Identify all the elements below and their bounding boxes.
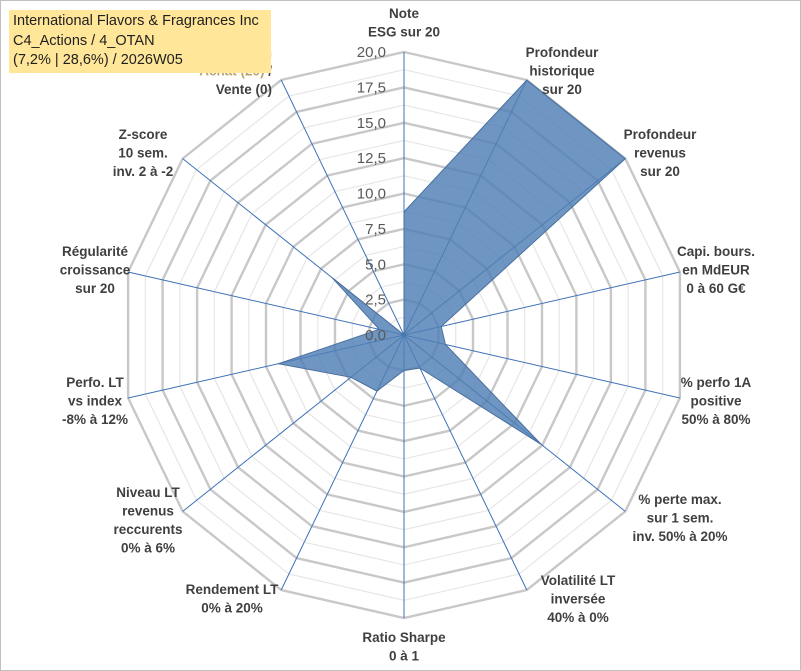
axis-label: Z-score 10 sem. inv. 2 à -2 bbox=[113, 127, 174, 179]
radar-spoke bbox=[127, 271, 405, 336]
tick-label: 2,5 bbox=[365, 292, 386, 309]
tick-label: 0,0 bbox=[365, 327, 386, 344]
classification: C4_Actions / 4_OTAN bbox=[13, 32, 155, 49]
axis-label: Profondeur revenus sur 20 bbox=[624, 127, 697, 179]
tick-label: 5,0 bbox=[365, 256, 386, 273]
axis-label: Volatilité LT inversée 40% à 0% bbox=[541, 573, 616, 625]
axis-label: Profondeur historique sur 20 bbox=[526, 45, 599, 97]
tick-label: 10,0 bbox=[357, 186, 386, 203]
company-name: International Flavors & Fragrances Inc bbox=[13, 13, 259, 29]
stats-line: (7,2% | 28,6%) / 2026W05 bbox=[13, 52, 183, 68]
axis-label: % perte max. sur 1 sem. inv. 50% à 20% bbox=[632, 492, 727, 544]
axis-label: Régularité croissance sur 20 bbox=[60, 244, 131, 296]
axis-label: Niveau LT revenus reccurents 0% à 6% bbox=[113, 485, 182, 556]
radar-spoke bbox=[403, 334, 681, 399]
tick-label: 12,5 bbox=[357, 150, 386, 167]
tick-label: 15,0 bbox=[357, 115, 386, 132]
axis-label: Note ESG sur 20 bbox=[368, 6, 440, 40]
axis-label: Rendement LT 0% à 20% bbox=[186, 582, 280, 616]
radar-spoke bbox=[403, 334, 528, 591]
radar-spoke bbox=[280, 79, 405, 336]
tick-label: 17,5 bbox=[357, 79, 386, 96]
chart-title-box: International Flavors & Fragrances Inc C… bbox=[9, 10, 271, 73]
axis-label: Perfo. LT vs index -8% à 12% bbox=[62, 375, 128, 427]
axis-label: Ratio Sharpe 0 à 1 bbox=[362, 630, 446, 664]
radial-tick-labels: 0,0 2,5 5,0 7,5 10,0 12,5 15,0 17,5 20,0 bbox=[357, 44, 386, 344]
axis-label: % perfo 1A positive 50% à 80% bbox=[681, 375, 752, 427]
axis-labels: Note ESG sur 20 Profondeur historique sur 20… bbox=[60, 6, 755, 664]
tick-label: 20,0 bbox=[357, 44, 386, 61]
series-area bbox=[276, 79, 627, 445]
tick-label: 7,5 bbox=[365, 221, 386, 238]
axis-label: Capi. bours. en MdEUR 0 à 60 G€ bbox=[677, 244, 755, 296]
radar-spoke bbox=[403, 271, 681, 336]
